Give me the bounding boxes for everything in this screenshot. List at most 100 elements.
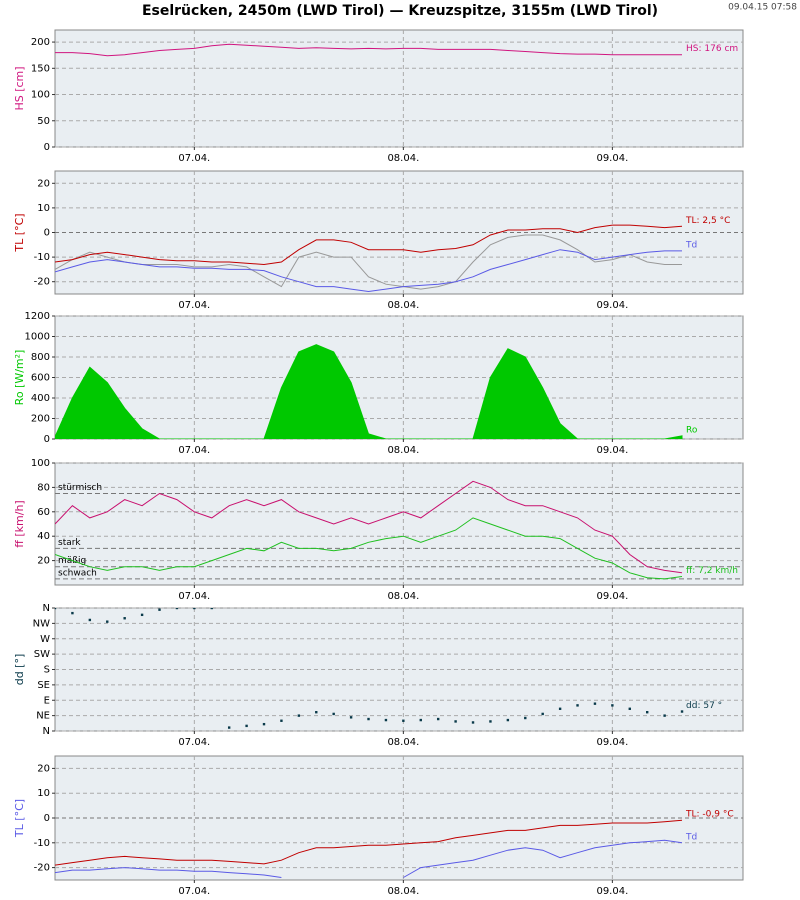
wind-dot bbox=[680, 710, 684, 713]
y-tick-label: W bbox=[40, 634, 50, 645]
x-tick-label: 09.04. bbox=[596, 737, 628, 748]
wind-dot bbox=[262, 722, 266, 726]
x-tick-label: 08.04. bbox=[387, 737, 419, 748]
threshold-label: schwach bbox=[58, 568, 97, 578]
series-label: dd: 57 ° bbox=[686, 701, 722, 711]
panel: 0 50 100 150 200 07.04. 08.04. 09.04. HS [cm] HS:… bbox=[13, 29, 744, 164]
y-tick-label: 150 bbox=[31, 63, 50, 74]
line bbox=[55, 517, 683, 580]
wind-dot bbox=[245, 724, 248, 728]
series-label: Ro bbox=[686, 425, 698, 435]
panel: 0 200 400 600 800 1000 1200 07.04. 08.04. 09.04. R… bbox=[13, 311, 744, 456]
x-tick-label: 09.04. bbox=[596, 591, 628, 602]
x-tick-label: 09.04. bbox=[596, 886, 628, 897]
y-axis-label: ff [km/h] bbox=[13, 500, 26, 547]
y-axis-label: TL [°C] bbox=[13, 799, 26, 838]
y-tick-label: S bbox=[44, 665, 50, 676]
series-label: TL: 2,5 °C bbox=[685, 216, 730, 226]
plot-layer bbox=[55, 43, 682, 57]
y-tick-label: 60 bbox=[37, 507, 50, 518]
line bbox=[55, 819, 683, 866]
wind-dot bbox=[524, 716, 527, 720]
wind-dot bbox=[123, 617, 126, 620]
y-tick-label: -10 bbox=[34, 252, 50, 263]
series-label: Td bbox=[685, 240, 697, 250]
wind-dot bbox=[349, 716, 353, 719]
wind-dot bbox=[506, 718, 510, 722]
wind-dot bbox=[454, 720, 457, 723]
y-tick-label: N bbox=[43, 726, 50, 737]
x-tick-label: 08.04. bbox=[387, 886, 419, 897]
wind-dot bbox=[576, 704, 579, 707]
x-tick-label: 08.04. bbox=[387, 300, 419, 311]
y-tick-label: 100 bbox=[31, 90, 50, 101]
x-tick-label: 09.04. bbox=[596, 300, 628, 311]
y-tick-label: 10 bbox=[37, 203, 50, 214]
y-tick-label: NW bbox=[33, 618, 50, 629]
wind-dot bbox=[227, 726, 231, 729]
y-tick-label: NE bbox=[36, 711, 50, 722]
x-tick-label: 09.04. bbox=[596, 153, 628, 164]
wind-dot bbox=[332, 712, 335, 716]
wind-dot bbox=[471, 721, 475, 724]
y-tick-label: 10 bbox=[37, 788, 50, 799]
wind-dot bbox=[402, 719, 405, 722]
x-tick-label: 08.04. bbox=[387, 591, 419, 602]
wind-dot bbox=[193, 608, 196, 610]
line bbox=[55, 224, 683, 266]
y-tick-label: 1200 bbox=[25, 311, 50, 322]
wind-dot bbox=[367, 717, 370, 721]
y-tick-label: 1000 bbox=[25, 332, 50, 343]
y-tick-label: 20 bbox=[37, 556, 50, 567]
series-label: TL: -0,9 °C bbox=[685, 810, 734, 820]
x-tick-label: 08.04. bbox=[387, 153, 419, 164]
threshold-label: stürmisch bbox=[58, 483, 102, 493]
series-label: HS: 176 cm bbox=[686, 44, 738, 54]
x-tick-label: 08.04. bbox=[387, 445, 419, 456]
area bbox=[55, 344, 683, 439]
y-tick-label: 80 bbox=[37, 482, 50, 493]
page-title: Eselrücken, 2450m (LWD Tirol) — Kreuzspi… bbox=[142, 3, 658, 19]
y-tick-label: 20 bbox=[37, 763, 50, 774]
wind-dot bbox=[558, 707, 562, 710]
wind-dot bbox=[489, 720, 492, 723]
wind-dot bbox=[158, 608, 161, 611]
wind-dot bbox=[541, 712, 544, 716]
wind-dot bbox=[315, 711, 318, 714]
y-tick-label: 200 bbox=[31, 37, 50, 48]
panel: -20 -10 0 10 20 07.04. 08.04. 09.04. TL [°C] Td TL… bbox=[13, 170, 744, 311]
y-tick-label: 400 bbox=[31, 393, 50, 404]
line bbox=[55, 249, 682, 293]
y-axis-label: TL [°C] bbox=[13, 213, 26, 252]
y-tick-label: 100 bbox=[31, 458, 50, 469]
wind-dot bbox=[88, 618, 92, 622]
panel: 20 40 60 80 100 07.04. 08.04. 09.04. stürmisch st… bbox=[13, 458, 744, 602]
x-tick-label: 07.04. bbox=[178, 445, 210, 456]
y-tick-label: 800 bbox=[31, 352, 50, 363]
panel: -20 -10 0 10 20 07.04. 08.04. 09.04. TL [°C] Td TL… bbox=[13, 755, 744, 897]
x-tick-label: 07.04. bbox=[178, 737, 210, 748]
x-tick-label: 07.04. bbox=[178, 153, 210, 164]
wind-dot bbox=[611, 704, 614, 707]
timestamp: 09.04.15 07:58 bbox=[728, 3, 797, 13]
y-axis-label: Ro [W/m²] bbox=[13, 350, 26, 406]
y-tick-label: 0 bbox=[44, 228, 50, 239]
wind-dot bbox=[419, 718, 422, 722]
wind-dot bbox=[593, 702, 597, 705]
wind-dot bbox=[297, 714, 301, 717]
x-tick-label: 07.04. bbox=[178, 591, 210, 602]
y-tick-label: -20 bbox=[34, 277, 50, 288]
series-label: ff: 7,2 km/h bbox=[686, 566, 738, 576]
y-axis-label: HS [cm] bbox=[13, 66, 26, 110]
series-label: Td bbox=[685, 832, 697, 842]
y-tick-label: 0 bbox=[44, 142, 50, 153]
wind-dot bbox=[646, 711, 649, 714]
y-tick-label: 50 bbox=[37, 116, 50, 127]
wind-dot bbox=[106, 620, 109, 623]
threshold-label: stark bbox=[58, 538, 81, 548]
plot-layer bbox=[55, 224, 683, 293]
wind-dot bbox=[55, 608, 57, 610]
threshold-label: mäßig bbox=[58, 556, 86, 566]
wind-dot bbox=[210, 608, 213, 610]
